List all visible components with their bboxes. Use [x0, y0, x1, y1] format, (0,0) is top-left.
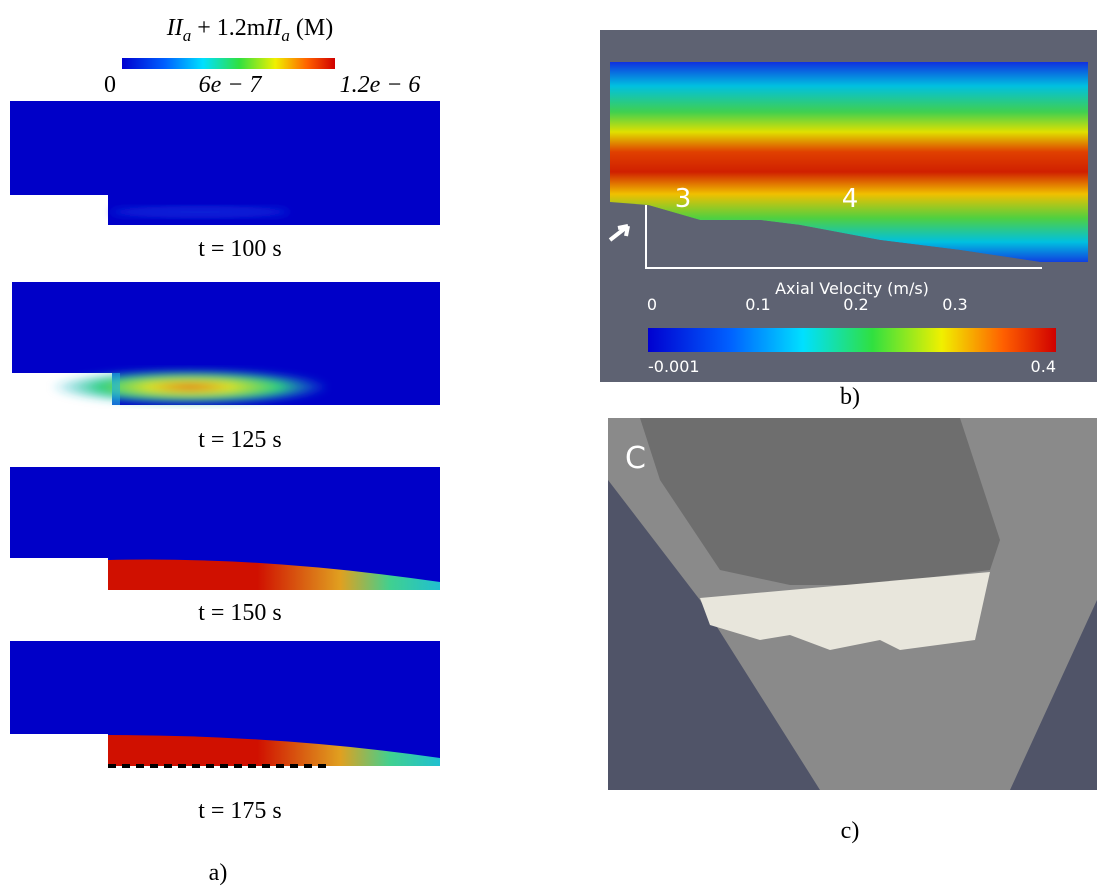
title-part: II: [264, 15, 282, 41]
title-part: II: [166, 15, 184, 41]
frame-125: [12, 282, 440, 405]
corner-label: C: [625, 441, 646, 476]
frame-175: [10, 641, 440, 768]
marker: 4: [842, 184, 859, 214]
frame-100: [10, 101, 440, 225]
panel-label: c): [841, 818, 860, 844]
colorbar: [648, 328, 1056, 352]
frame-label: t = 175 s: [198, 798, 282, 824]
axis-tick: 0: [647, 295, 657, 314]
frame-label: t = 100 s: [198, 236, 282, 262]
axis-tick: 0.1: [745, 295, 770, 314]
colorbar-tick: 6e − 7: [199, 72, 263, 98]
axis-tick: 0.3: [942, 295, 967, 314]
colorbar: [122, 58, 335, 69]
colorbar-tick: 0: [104, 72, 116, 98]
colorbar-min: -0.001: [648, 357, 700, 376]
cut-face: [700, 572, 990, 650]
title-sub: a: [281, 26, 290, 45]
channel-top: [640, 418, 1000, 585]
wall: [648, 205, 1040, 270]
frame-150: [10, 467, 440, 590]
marker: 3: [675, 184, 692, 214]
axis-tick: 0.2: [843, 295, 868, 314]
colorbar-max: 0.4: [1031, 357, 1056, 376]
frame-label: t = 125 s: [198, 427, 282, 453]
colorbar-tick: 1.2e − 6: [340, 72, 421, 98]
colorbar-title: IIa + 1.2mIIa (M): [166, 15, 334, 45]
frame-label: t = 150 s: [198, 600, 282, 626]
arrow: [608, 224, 630, 242]
title-part: (M): [290, 15, 333, 41]
axis-line: [645, 205, 1042, 269]
axis-title: Axial Velocity (m/s): [775, 279, 929, 298]
title-sub: a: [183, 26, 192, 45]
panel-label: a): [209, 860, 228, 886]
velocity-field: [610, 62, 1088, 262]
title-part: + 1.2m: [191, 15, 266, 41]
panel-label: b): [840, 384, 860, 410]
